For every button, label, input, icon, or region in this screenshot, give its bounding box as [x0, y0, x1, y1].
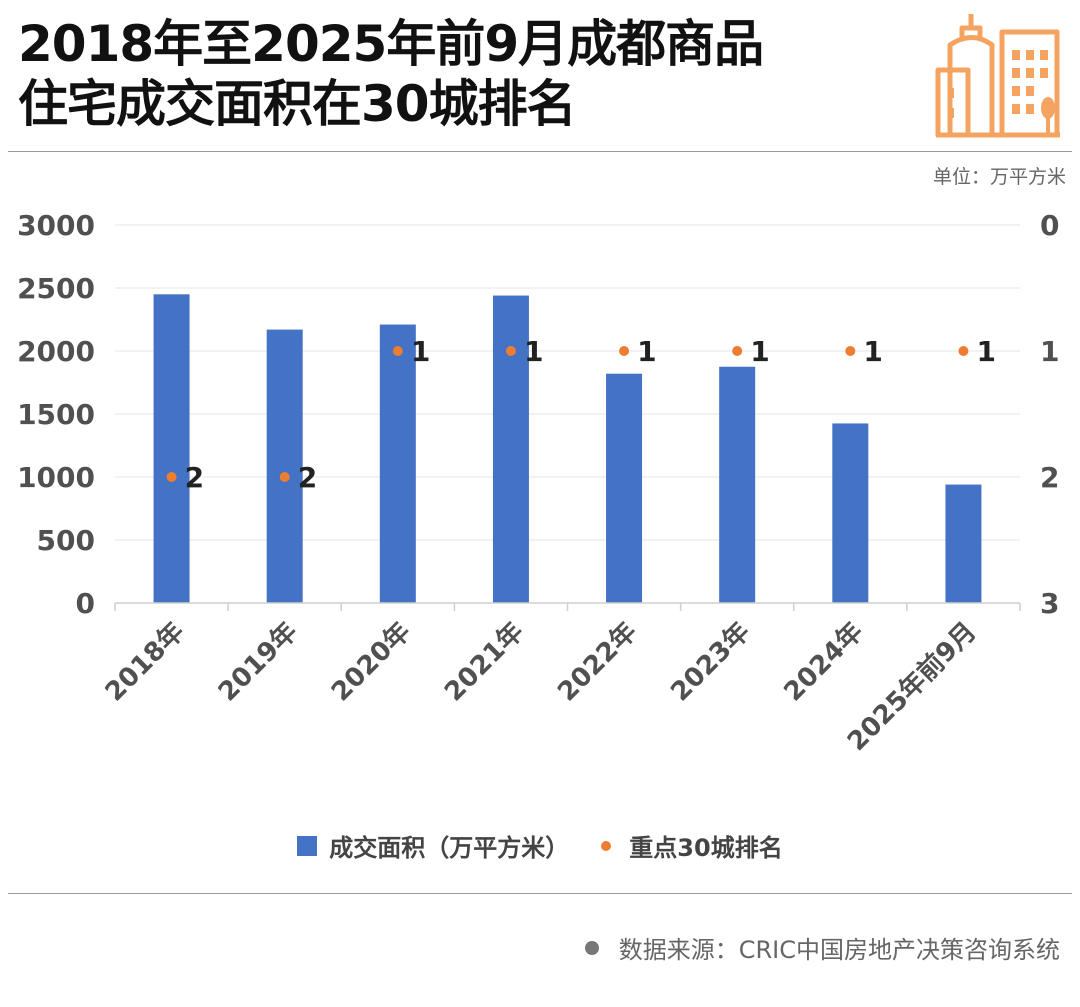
y-left-tick-label: 3000	[17, 209, 95, 242]
x-category-label: 2018年	[99, 616, 190, 707]
y-left-tick-label: 500	[37, 524, 95, 557]
legend-swatch-bar	[297, 835, 318, 856]
rank-data-label: 2	[298, 461, 317, 494]
rank-data-label: 1	[750, 335, 769, 368]
y-left-tick-label: 2500	[17, 272, 95, 305]
legend-item-rank: 重点30城排名	[595, 828, 783, 863]
rank-data-label: 1	[411, 335, 430, 368]
rank-point	[845, 346, 856, 356]
source-note: 数据来源：CRIC中国房地产决策咨询系统	[584, 930, 1060, 965]
bar	[832, 423, 869, 603]
bar	[153, 294, 190, 603]
bullet-icon	[584, 940, 599, 955]
bar	[719, 366, 756, 603]
x-category-label: 2023年	[665, 616, 756, 707]
page-title: 2018年至2025年前9月成都商品 住宅成交面积在30城排名	[18, 14, 918, 134]
title-line-1: 2018年至2025年前9月成都商品	[18, 15, 764, 73]
legend-swatch-dot	[601, 840, 612, 851]
legend-item-area: 成交面积（万平方米）	[297, 828, 569, 863]
rank-data-label: 1	[863, 335, 882, 368]
rank-point	[166, 472, 177, 482]
rank-point	[392, 346, 403, 356]
y-right-tick-label: 2	[1040, 461, 1059, 494]
bar	[379, 324, 416, 603]
bar	[266, 329, 303, 603]
rank-point	[505, 346, 516, 356]
rank-data-label: 1	[637, 335, 656, 368]
title-line-2: 住宅成交面积在30城排名	[18, 75, 577, 133]
bar	[945, 484, 982, 603]
y-left-tick-label: 1000	[17, 461, 95, 494]
y-right-tick-label: 1	[1040, 335, 1059, 368]
legend-label-rank: 重点30城排名	[629, 834, 783, 862]
legend: 成交面积（万平方米） 重点30城排名	[0, 828, 1080, 863]
rank-point	[619, 346, 630, 356]
rank-data-label: 1	[976, 335, 995, 368]
rank-data-label: 2	[185, 461, 204, 494]
x-category-label: 2020年	[325, 616, 416, 707]
rank-point	[279, 472, 290, 482]
bar	[606, 373, 643, 603]
chart: 2 2 1 1 1 1 1 1 0 500 1000 1500 2000 2500 3000 0 1 2 3 2…	[17, 209, 1059, 757]
y-left-tick-label: 1500	[17, 398, 95, 431]
x-category-label: 2024年	[778, 616, 869, 707]
rank-point	[732, 346, 743, 356]
x-category-label: 2021年	[438, 616, 529, 707]
x-category-label: 2022年	[552, 616, 643, 707]
y-right-tick-label: 0	[1040, 209, 1059, 242]
title-divider	[8, 151, 1072, 152]
y-right-tick-label: 3	[1040, 587, 1059, 620]
footer-divider	[8, 893, 1072, 894]
rank-data-label: 1	[524, 335, 543, 368]
legend-label-area: 成交面积（万平方米）	[329, 834, 570, 862]
unit-label: 单位：万平方米	[932, 166, 1066, 188]
y-left-tick-label: 2000	[17, 335, 95, 368]
y-left-tick-label: 0	[76, 587, 95, 620]
rank-point	[958, 346, 969, 356]
source-text: 数据来源：CRIC中国房地产决策咨询系统	[618, 936, 1060, 964]
x-category-label: 2019年	[212, 616, 303, 707]
city-buildings-icon	[935, 14, 1060, 138]
